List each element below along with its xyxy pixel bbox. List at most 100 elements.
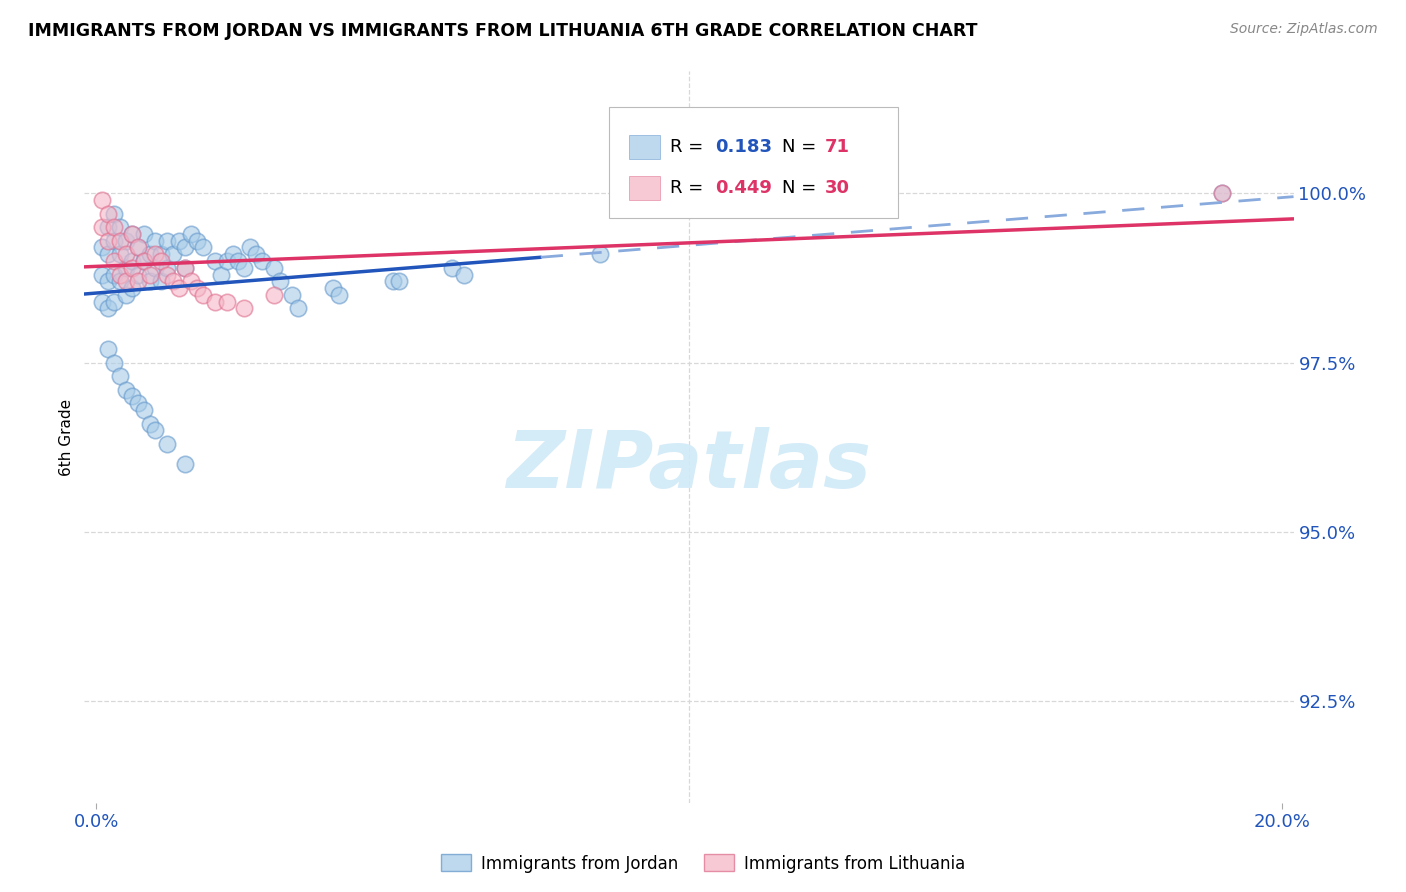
Point xyxy=(108,234,131,248)
Point xyxy=(263,288,285,302)
Text: N =: N = xyxy=(782,179,823,197)
Point xyxy=(103,268,125,282)
Text: ZIPatlas: ZIPatlas xyxy=(506,427,872,506)
Y-axis label: 6th Grade: 6th Grade xyxy=(59,399,75,475)
Point xyxy=(150,274,173,288)
Point xyxy=(103,355,125,369)
Text: 30: 30 xyxy=(824,179,849,197)
Text: 0.183: 0.183 xyxy=(714,138,772,156)
Point xyxy=(150,254,173,268)
Point xyxy=(91,240,114,254)
Point xyxy=(167,234,190,248)
Point xyxy=(322,281,344,295)
Point xyxy=(91,294,114,309)
Point xyxy=(115,234,138,248)
Point xyxy=(132,254,155,268)
Point xyxy=(121,227,143,241)
Point xyxy=(387,274,409,288)
Point xyxy=(204,254,226,268)
Point xyxy=(145,260,167,275)
Point xyxy=(328,288,350,302)
Point xyxy=(1211,186,1233,201)
Point xyxy=(115,288,138,302)
Point xyxy=(156,234,179,248)
Point xyxy=(204,294,226,309)
Point xyxy=(115,247,138,261)
Point xyxy=(121,227,143,241)
Point xyxy=(209,268,232,282)
Point xyxy=(138,417,160,431)
Point xyxy=(233,260,256,275)
Point xyxy=(186,234,208,248)
Point xyxy=(440,260,463,275)
Point xyxy=(174,260,197,275)
Point xyxy=(221,247,243,261)
Point xyxy=(132,403,155,417)
Point xyxy=(281,288,304,302)
Text: N =: N = xyxy=(782,138,823,156)
Point xyxy=(138,247,160,261)
Point xyxy=(97,220,120,235)
Text: R =: R = xyxy=(669,138,709,156)
Point xyxy=(138,268,160,282)
Point xyxy=(97,301,120,316)
Point xyxy=(91,193,114,207)
Point xyxy=(191,288,214,302)
Point xyxy=(156,260,179,275)
Point xyxy=(186,281,208,295)
Point xyxy=(121,260,143,275)
Point xyxy=(127,268,149,282)
Point xyxy=(174,240,197,254)
Text: IMMIGRANTS FROM JORDAN VS IMMIGRANTS FROM LITHUANIA 6TH GRADE CORRELATION CHART: IMMIGRANTS FROM JORDAN VS IMMIGRANTS FRO… xyxy=(28,22,977,40)
Point xyxy=(108,369,131,384)
Point xyxy=(180,274,202,288)
Point xyxy=(156,437,179,451)
Point xyxy=(132,254,155,268)
Legend: Immigrants from Jordan, Immigrants from Lithuania: Immigrants from Jordan, Immigrants from … xyxy=(434,847,972,880)
Point xyxy=(103,234,125,248)
Point xyxy=(287,301,309,316)
Point xyxy=(127,240,149,254)
Point xyxy=(174,260,197,275)
Point xyxy=(103,294,125,309)
Point xyxy=(191,240,214,254)
Point xyxy=(108,274,131,288)
Point xyxy=(245,247,267,261)
Text: Source: ZipAtlas.com: Source: ZipAtlas.com xyxy=(1230,22,1378,37)
Point xyxy=(138,274,160,288)
Point xyxy=(1211,186,1233,201)
Point xyxy=(162,274,184,288)
Point xyxy=(145,234,167,248)
Point xyxy=(108,268,131,282)
Point xyxy=(97,342,120,356)
Point xyxy=(91,268,114,282)
Text: R =: R = xyxy=(669,179,709,197)
Point xyxy=(103,220,125,235)
Point xyxy=(121,254,143,268)
Point xyxy=(108,220,131,235)
Point xyxy=(121,389,143,403)
Point xyxy=(103,254,125,268)
Point xyxy=(180,227,202,241)
Point xyxy=(97,274,120,288)
Point xyxy=(127,396,149,410)
Point xyxy=(167,281,190,295)
Point xyxy=(150,247,173,261)
Point xyxy=(174,457,197,471)
Point xyxy=(145,247,167,261)
Point xyxy=(239,240,262,254)
Point xyxy=(97,206,120,220)
Point xyxy=(127,240,149,254)
Point xyxy=(132,227,155,241)
Point xyxy=(215,254,238,268)
Point xyxy=(250,254,273,268)
Text: 71: 71 xyxy=(824,138,849,156)
Point xyxy=(115,260,138,275)
Point xyxy=(381,274,404,288)
Text: 0.449: 0.449 xyxy=(714,179,772,197)
Point xyxy=(453,268,475,282)
Point xyxy=(115,383,138,397)
Point xyxy=(91,220,114,235)
Point xyxy=(263,260,285,275)
Point xyxy=(115,274,138,288)
